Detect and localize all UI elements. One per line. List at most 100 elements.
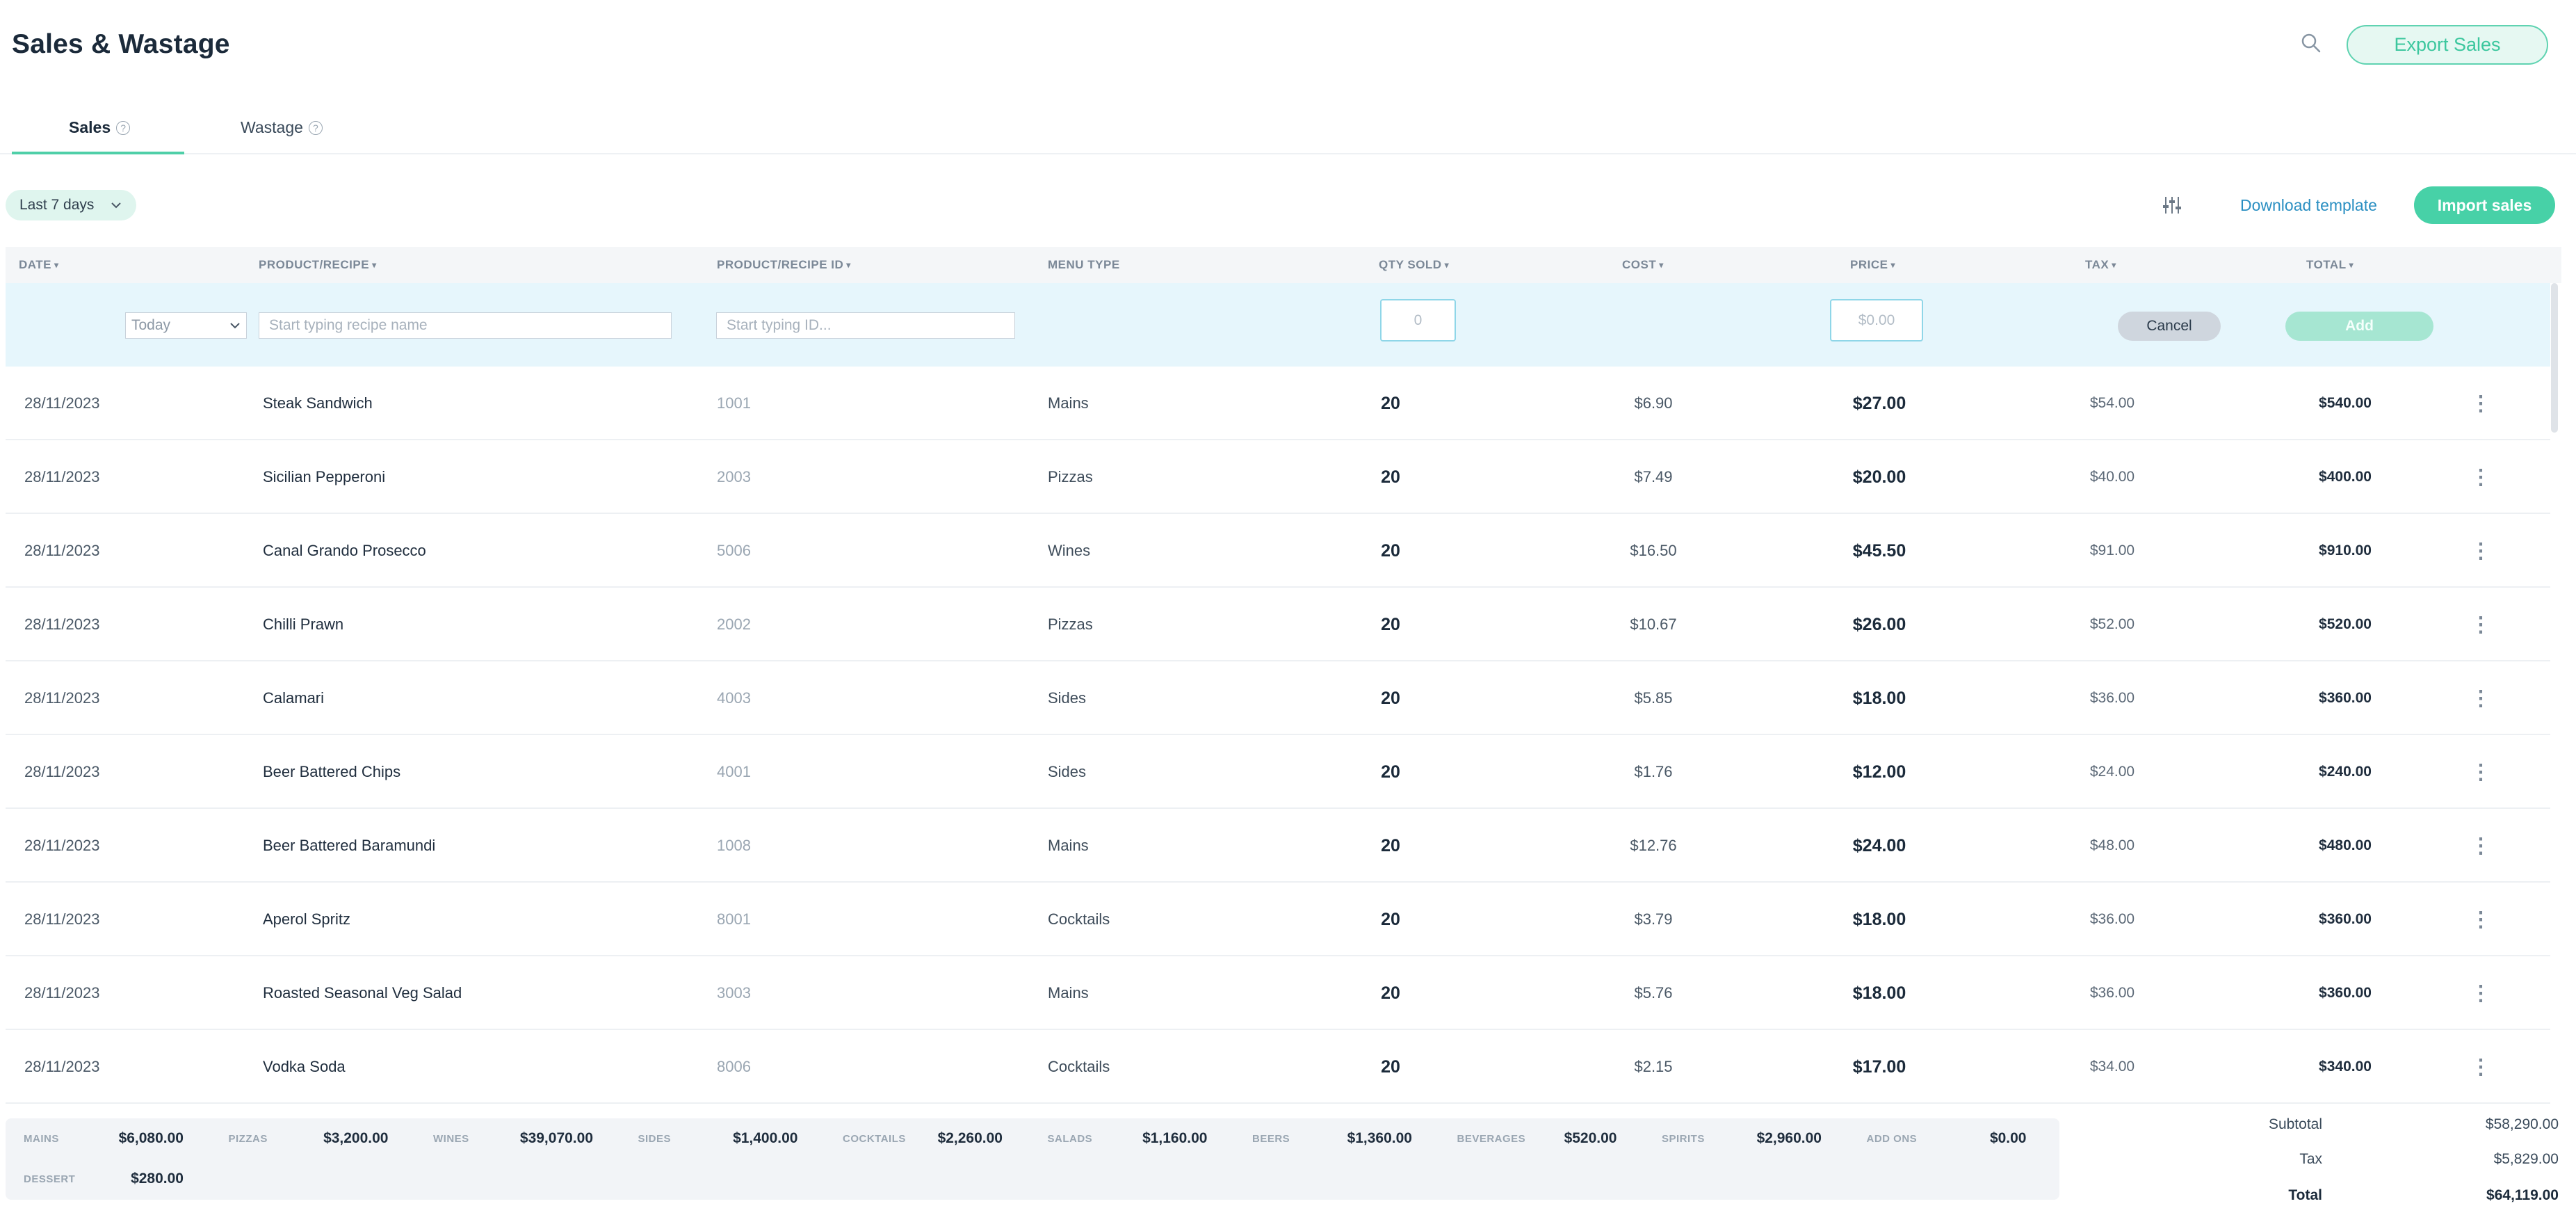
category-label: MAINS [24, 1132, 59, 1145]
row-cost: $3.79 [1634, 910, 1673, 928]
chevron-down-icon: ▾ [1890, 260, 1895, 270]
more-options-icon[interactable]: ⋮ [2470, 392, 2491, 415]
export-sales-button[interactable]: Export Sales [2347, 25, 2548, 65]
table-row[interactable]: 28/11/2023 Sicilian Pepperoni 2003 Pizzas 20… [6, 440, 2550, 514]
row-menu-type: Mains [1048, 837, 1089, 854]
subtotal-value: $58,290.00 [2485, 1116, 2559, 1132]
date-select[interactable]: Today [125, 312, 247, 339]
row-total: $340.00 [2319, 1059, 2372, 1075]
row-total: $910.00 [2319, 542, 2372, 558]
row-menu-type: Pizzas [1048, 468, 1093, 485]
column-header-tax[interactable]: TAX ▾ [2085, 258, 2116, 271]
category-label: BEVERAGES [1457, 1132, 1526, 1145]
tab-sales[interactable]: Sales ? [69, 118, 131, 137]
category-label: COCKTAILS [843, 1132, 906, 1145]
row-tax: $36.00 [2089, 911, 2135, 927]
more-options-icon[interactable]: ⋮ [2470, 834, 2491, 858]
table-row[interactable]: 28/11/2023 Steak Sandwich 1001 Mains 20 $6.90… [6, 367, 2550, 440]
table-row[interactable]: 28/11/2023 Beer Battered Baramundi 1008 Mai… [6, 809, 2550, 883]
row-price: $20.00 [1852, 467, 1906, 487]
row-date: 28/11/2023 [24, 1058, 100, 1075]
more-options-icon[interactable]: ⋮ [2470, 1055, 2491, 1079]
row-total: $360.00 [2319, 985, 2372, 1001]
recipe-name-input[interactable]: Start typing recipe name [259, 312, 672, 339]
row-product-name: Aperol Spritz [263, 910, 350, 928]
row-tax: $36.00 [2089, 690, 2135, 706]
category-summary-item: PIZZAS $3,200.00 [229, 1128, 410, 1149]
row-date: 28/11/2023 [24, 837, 100, 854]
add-button[interactable]: Add [2285, 312, 2433, 341]
category-label: BEERS [1252, 1132, 1290, 1145]
qty-input[interactable]: 0 [1380, 299, 1456, 341]
category-label: DESSERT [24, 1173, 76, 1185]
more-options-icon[interactable]: ⋮ [2470, 539, 2491, 563]
category-label: SIDES [638, 1132, 672, 1145]
row-product-id: 4001 [717, 763, 751, 780]
category-label: SALADS [1047, 1132, 1093, 1145]
row-product-name: Canal Grando Prosecco [263, 542, 426, 559]
search-icon[interactable] [2299, 31, 2323, 55]
column-header-product-id[interactable]: PRODUCT/RECIPE ID ▾ [717, 258, 851, 271]
table-row[interactable]: 28/11/2023 Beer Battered Chips 4001 Sides 20… [6, 735, 2550, 809]
row-tax: $24.00 [2089, 764, 2135, 780]
more-options-icon[interactable]: ⋮ [2470, 981, 2491, 1005]
help-icon[interactable]: ? [116, 120, 131, 135]
row-date: 28/11/2023 [24, 616, 100, 633]
category-summary-item: SALADS $1,160.00 [1048, 1128, 1229, 1149]
category-value: $0.00 [1989, 1130, 2027, 1146]
column-header-price[interactable]: PRICE ▾ [1850, 258, 1895, 271]
category-value: $2,960.00 [1756, 1130, 1822, 1146]
category-value: $1,400.00 [733, 1130, 798, 1146]
chevron-down-icon [111, 202, 122, 209]
help-icon[interactable]: ? [308, 120, 323, 135]
category-summary-item: WINES $39,070.00 [433, 1128, 614, 1149]
column-header-cost[interactable]: COST ▾ [1622, 258, 1664, 271]
row-qty-sold: 20 [1381, 762, 1400, 782]
column-settings-icon[interactable] [2160, 193, 2184, 217]
row-price: $27.00 [1852, 393, 1906, 413]
page-title: Sales & Wastage [12, 29, 230, 59]
row-qty-sold: 20 [1381, 909, 1400, 929]
table-row[interactable]: 28/11/2023 Chilli Prawn 2002 Pizzas 20 $10.67… [6, 588, 2550, 661]
table-row[interactable]: 28/11/2023 Roasted Seasonal Veg Salad 3003… [6, 956, 2550, 1030]
recipe-id-input[interactable]: Start typing ID... [716, 312, 1015, 339]
row-tax: $91.00 [2089, 542, 2135, 558]
row-cost: $16.50 [1630, 542, 1677, 559]
date-range-dropdown[interactable]: Last 7 days [6, 190, 136, 220]
import-sales-button[interactable]: Import sales [2414, 186, 2555, 224]
tab-wastage-label: Wastage [241, 118, 303, 136]
row-price: $26.00 [1852, 614, 1906, 634]
row-qty-sold: 20 [1381, 467, 1400, 487]
download-template-link[interactable]: Download template [2240, 196, 2377, 214]
active-tab-indicator [12, 152, 184, 154]
more-options-icon[interactable]: ⋮ [2470, 908, 2491, 931]
table-scrollbar[interactable] [2551, 283, 2558, 433]
more-options-icon[interactable]: ⋮ [2470, 465, 2491, 489]
category-value: $520.00 [1564, 1130, 1617, 1146]
table-row[interactable]: 28/11/2023 Canal Grando Prosecco 5006 Wines… [6, 514, 2550, 588]
column-header-qty-sold[interactable]: QTY SOLD ▾ [1379, 258, 1450, 271]
category-label: SPIRITS [1662, 1132, 1705, 1145]
row-price: $18.00 [1852, 983, 1906, 1003]
table-row[interactable]: 28/11/2023 Aperol Spritz 8001 Cocktails 20 $3… [6, 883, 2550, 956]
more-options-icon[interactable]: ⋮ [2470, 760, 2491, 784]
category-summary-item: DESSERT $280.00 [24, 1168, 204, 1189]
row-tax: $36.00 [2089, 985, 2135, 1001]
row-total: $480.00 [2319, 837, 2372, 853]
table-row[interactable]: 28/11/2023 Calamari 4003 Sides 20 $5.85 $18.00… [6, 661, 2550, 735]
table-row[interactable]: 28/11/2023 Vodka Soda 8006 Cocktails 20 $2.15… [6, 1030, 2550, 1104]
column-header-total[interactable]: TOTAL ▾ [2306, 258, 2354, 271]
cancel-button[interactable]: Cancel [2118, 312, 2221, 341]
more-options-icon[interactable]: ⋮ [2470, 686, 2491, 710]
row-product-name: Chilli Prawn [263, 616, 344, 633]
column-header-product[interactable]: PRODUCT/RECIPE ▾ [259, 258, 377, 271]
row-qty-sold: 20 [1381, 393, 1400, 413]
row-date: 28/11/2023 [24, 689, 100, 707]
row-qty-sold: 20 [1381, 983, 1400, 1003]
tab-wastage[interactable]: Wastage ? [241, 118, 323, 137]
price-input[interactable]: $0.00 [1830, 299, 1923, 341]
row-price: $18.00 [1852, 909, 1906, 929]
row-price: $12.00 [1852, 762, 1906, 782]
column-header-date[interactable]: DATE ▾ [19, 258, 59, 271]
more-options-icon[interactable]: ⋮ [2470, 613, 2491, 636]
